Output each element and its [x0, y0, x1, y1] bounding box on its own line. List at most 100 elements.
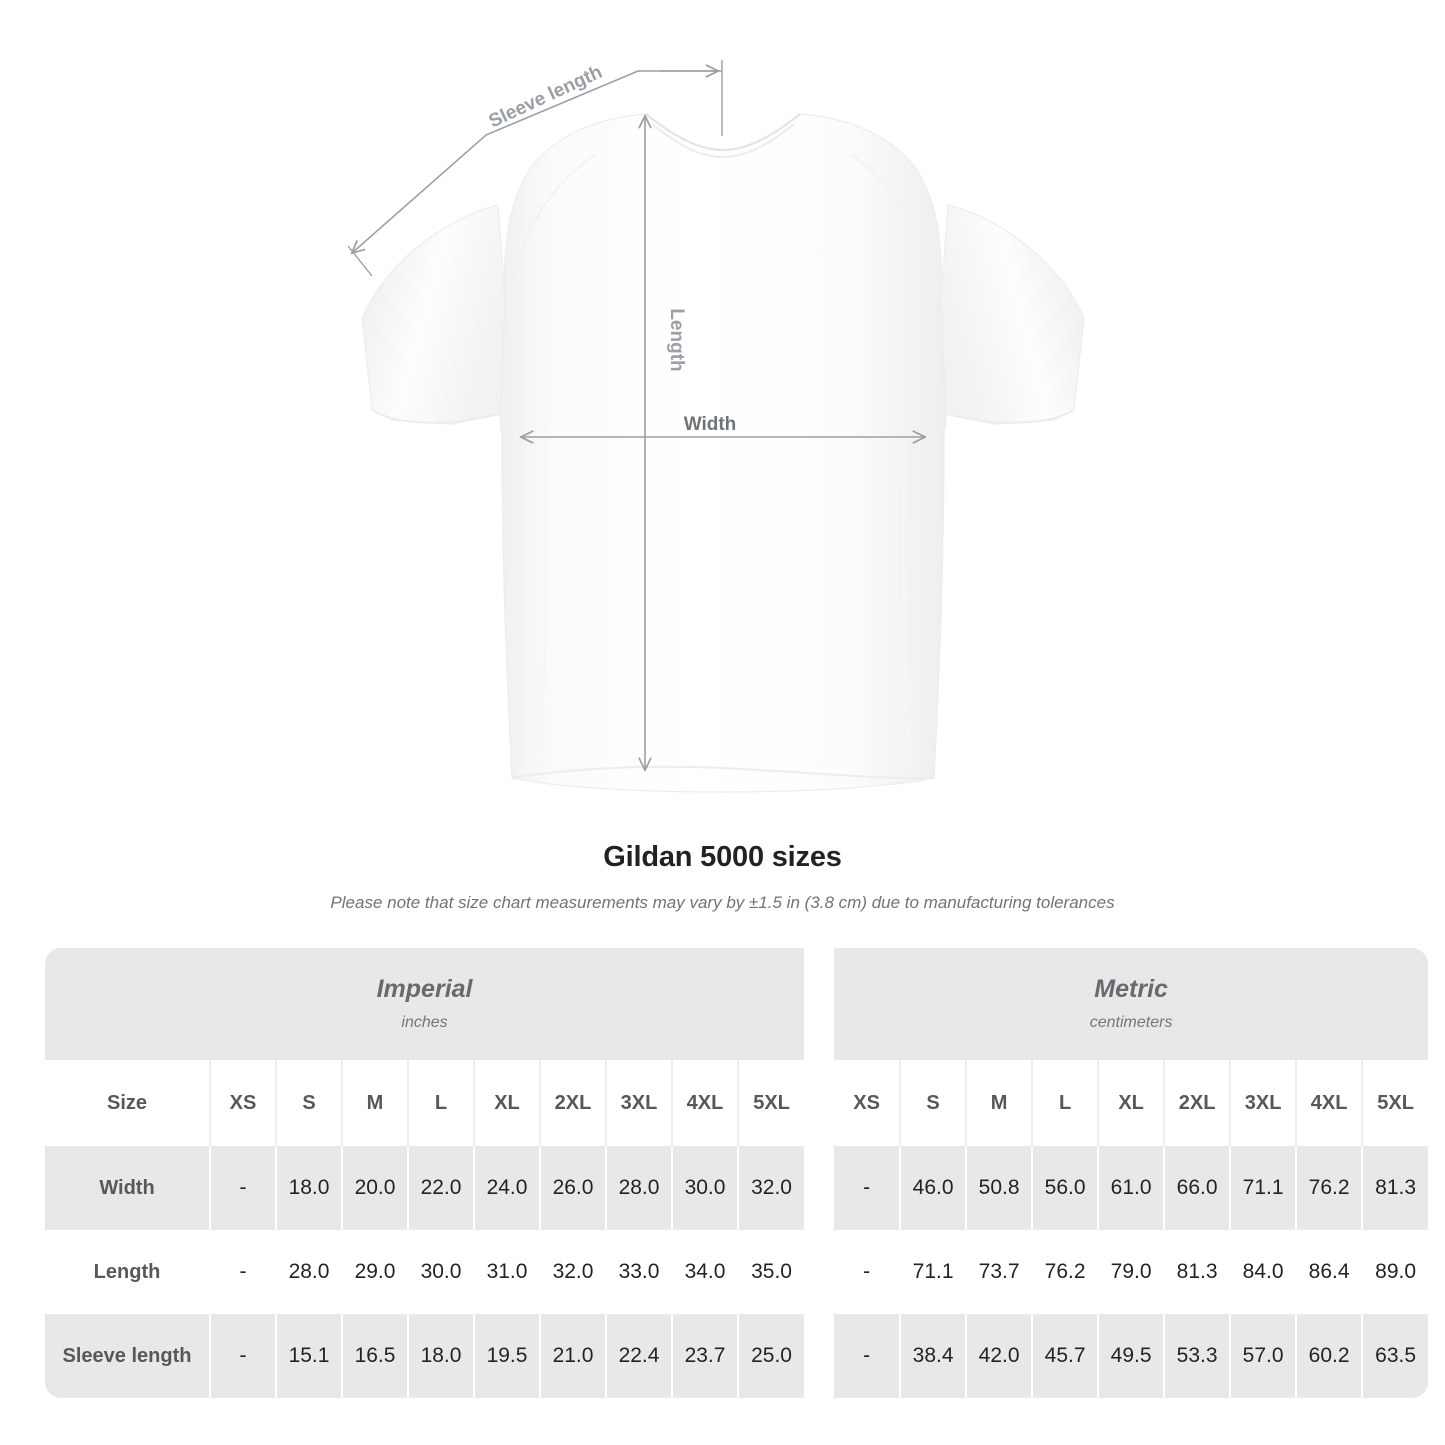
measurement-row-label: Length	[45, 1230, 210, 1314]
row-gap	[804, 1146, 835, 1230]
size-header-xs-metric: XS	[834, 1060, 901, 1146]
measurement-cell: -	[209, 1314, 276, 1398]
tshirt-shape	[361, 113, 1085, 793]
size-header-row: Size XS S M L XL 2XL 3XL 4XL 5XL XS S M L XL 2XL 3XL 4XL 5…	[45, 1060, 1429, 1146]
measurement-cell: 76.2	[1031, 1230, 1099, 1314]
measurement-cell: 89.0	[1361, 1230, 1429, 1314]
size-header-3xl-metric: 3XL	[1229, 1060, 1297, 1146]
size-header-xs-imperial: XS	[209, 1060, 276, 1146]
left-sleeve	[361, 204, 506, 425]
measurement-cell: 24.0	[473, 1146, 540, 1230]
measurement-cell: 60.2	[1295, 1314, 1363, 1398]
measurement-cell: 23.7	[671, 1314, 738, 1398]
row-gap	[804, 1314, 835, 1398]
size-header-m-imperial: M	[341, 1060, 408, 1146]
measurement-cell: 30.0	[407, 1230, 474, 1314]
bottom-hem	[511, 765, 935, 780]
measurement-cell: 19.5	[473, 1314, 540, 1398]
measurement-cell: 15.1	[275, 1314, 342, 1398]
measurement-cell: 49.5	[1097, 1314, 1165, 1398]
measurement-cell: 81.3	[1361, 1146, 1429, 1230]
measurement-cell: 20.0	[341, 1146, 408, 1230]
measurement-cell: 18.0	[407, 1314, 474, 1398]
page-title: Gildan 5000 sizes	[603, 841, 842, 873]
measurement-cell: -	[209, 1230, 276, 1314]
measurement-cell: 31.0	[473, 1230, 540, 1314]
measurement-cell: 28.0	[275, 1230, 342, 1314]
header-gap	[804, 1060, 835, 1146]
left-sleeve-hem	[371, 409, 501, 424]
measurement-cell: 45.7	[1031, 1314, 1099, 1398]
size-chart-table: Imperial inches Metric centimeters Size XS S M L…	[45, 948, 1429, 1398]
measurement-cell: 16.5	[341, 1314, 408, 1398]
size-header-2xl-imperial: 2XL	[539, 1060, 606, 1146]
width-label: Width	[684, 414, 737, 435]
measurement-cell: 18.0	[275, 1146, 342, 1230]
measurement-cell: -	[834, 1230, 901, 1314]
size-header-s-metric: S	[899, 1060, 967, 1146]
measurement-cell: 84.0	[1229, 1230, 1297, 1314]
measurement-cell: -	[834, 1146, 901, 1230]
measurement-cell: 79.0	[1097, 1230, 1165, 1314]
measurement-cell: 66.0	[1163, 1146, 1231, 1230]
measurement-cell: 61.0	[1097, 1146, 1165, 1230]
right-shoulder-seam	[849, 153, 942, 301]
size-header-s-imperial: S	[275, 1060, 342, 1146]
fold-left	[539, 429, 548, 771]
measurement-cell: 29.0	[341, 1230, 408, 1314]
tshirt-svg: Sleeve length Length Width	[347, 60, 1085, 793]
measurement-cell: 22.0	[407, 1146, 474, 1230]
measurement-cell: 32.0	[539, 1230, 606, 1314]
measurement-row-label: Sleeve length	[45, 1314, 210, 1398]
table-row: Length -28.0 29.0 30.0 31.0 32.0 33.0 34.0 35.0-…	[45, 1230, 1429, 1314]
tshirt-body	[499, 113, 947, 793]
measurement-cell: 32.0	[736, 1146, 805, 1230]
unit-system-name: Imperial	[376, 975, 473, 1003]
right-sleeve-hem	[945, 409, 1075, 424]
measurement-lines	[347, 60, 925, 770]
size-header-m-metric: M	[965, 1060, 1033, 1146]
size-header-xl-imperial: XL	[473, 1060, 540, 1146]
size-header-5xl-metric: 5XL	[1361, 1060, 1429, 1146]
measurement-cell: 53.3	[1163, 1314, 1231, 1398]
size-header-3xl-imperial: 3XL	[605, 1060, 672, 1146]
title-block: Gildan 5000 sizes Please note that size …	[0, 838, 1445, 914]
measurement-cell: 26.0	[539, 1146, 606, 1230]
measurement-cell: 57.0	[1229, 1314, 1297, 1398]
measurement-cell: 34.0	[671, 1230, 738, 1314]
size-column-header: Size	[45, 1060, 210, 1146]
size-header-5xl-imperial: 5XL	[736, 1060, 805, 1146]
unit-system-cell: Imperial inches	[45, 948, 805, 1060]
tshirt-illustration: Sleeve length Length Width	[347, 60, 1085, 793]
size-header-4xl-metric: 4XL	[1295, 1060, 1363, 1146]
sleeve-hem-tick	[347, 245, 373, 277]
size-header-xl-metric: XL	[1097, 1060, 1165, 1146]
neckline-inner	[651, 123, 795, 159]
size-header-l-metric: L	[1031, 1060, 1099, 1146]
measurement-cell: 71.1	[899, 1230, 967, 1314]
unit-system-gap	[804, 948, 835, 1060]
left-shoulder-seam	[504, 153, 597, 301]
size-chart-table-wrapper: Imperial inches Metric centimeters Size XS S M L…	[45, 948, 1429, 1398]
neckline-outer	[645, 113, 801, 152]
unit-system-unit: inches	[401, 1014, 448, 1031]
size-header-2xl-metric: 2XL	[1163, 1060, 1231, 1146]
unit-system-cell: Metric centimeters	[834, 948, 1429, 1060]
measurement-cell: 28.0	[605, 1146, 672, 1230]
measurement-cell: -	[209, 1146, 276, 1230]
fold-right	[902, 429, 911, 771]
measurement-row-label: Width	[45, 1146, 210, 1230]
measurement-cell: 22.4	[605, 1314, 672, 1398]
measurement-cell: -	[834, 1314, 901, 1398]
size-header-l-imperial: L	[407, 1060, 474, 1146]
table-row: Sleeve length -15.1 16.5 18.0 19.5 21.0 22.4 23…	[45, 1314, 1429, 1398]
measurement-cell: 81.3	[1163, 1230, 1231, 1314]
measurement-cell: 25.0	[736, 1314, 805, 1398]
tolerance-note: Please note that size chart measurements…	[330, 893, 1115, 912]
measurement-cell: 46.0	[899, 1146, 967, 1230]
measurement-cell: 21.0	[539, 1314, 606, 1398]
right-sleeve	[940, 204, 1085, 425]
sleeve-length-label: Sleeve length	[486, 62, 606, 133]
length-label: Length	[666, 308, 687, 371]
unit-system-row: Imperial inches Metric centimeters	[45, 948, 1429, 1060]
